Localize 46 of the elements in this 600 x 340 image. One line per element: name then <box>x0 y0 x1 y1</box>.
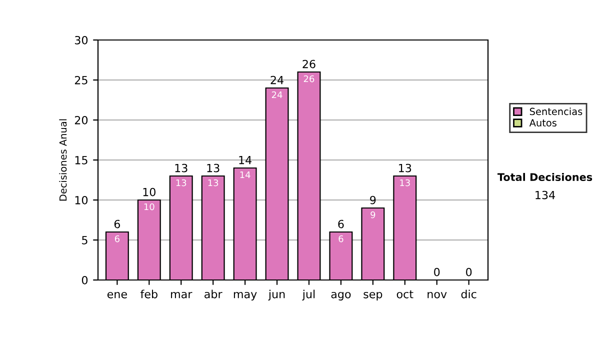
text: Total Decisiones <box>497 172 592 182</box>
legend-label: Autos <box>529 119 556 126</box>
data-label: 26 <box>304 75 314 82</box>
x-tick-label: jun <box>268 290 285 300</box>
y-tick-label: 0 <box>82 276 88 284</box>
y-tick-label: 15 <box>75 156 88 164</box>
total-label: 10 <box>143 188 156 196</box>
data-label: 13 <box>400 179 410 186</box>
total-label: 13 <box>175 164 188 172</box>
data-label: 14 <box>240 171 250 178</box>
total-label: 26 <box>302 60 316 68</box>
total-label: 24 <box>270 76 284 84</box>
data-label: 13 <box>176 179 186 186</box>
data-label: 6 <box>338 235 344 242</box>
x-tick-label: mar <box>171 292 192 298</box>
total-label: 13 <box>207 164 220 172</box>
data-label: 9 <box>370 211 376 218</box>
total-label: 13 <box>399 164 412 172</box>
x-tick-label: abr <box>204 290 222 298</box>
y-axis-title: Decisiones Anual <box>59 119 67 201</box>
y-tick-label: 20 <box>74 116 88 124</box>
data-label: 24 <box>272 91 282 98</box>
x-tick-label: jul <box>302 290 315 300</box>
x-tick-label: feb <box>140 290 158 298</box>
x-tick-label: oct <box>396 290 414 298</box>
y-tick-label: 5 <box>82 236 88 244</box>
legend-label: Sentencias <box>530 108 582 116</box>
total-label: 0 <box>434 268 440 276</box>
x-tick-label: sep <box>364 292 382 300</box>
x-tick-label: may <box>234 292 257 300</box>
data-label: 10 <box>144 203 154 210</box>
data-label: 6 <box>114 235 120 242</box>
total-label: 9 <box>370 196 376 204</box>
y-tick-label: 10 <box>75 196 88 204</box>
y-tick-label: 30 <box>74 36 88 44</box>
x-tick-label: dic <box>461 290 476 298</box>
total-label: 14 <box>239 156 252 164</box>
x-tick-label: ago <box>331 292 351 300</box>
data-label: 13 <box>208 179 218 186</box>
total-label: 6 <box>338 220 344 228</box>
total-label: 0 <box>466 268 472 276</box>
total-label: 6 <box>114 220 120 228</box>
x-tick-label: ene <box>107 292 127 298</box>
y-tick-label: 25 <box>74 76 88 84</box>
x-tick-label: nov <box>428 292 447 298</box>
text: 134 <box>536 190 555 200</box>
